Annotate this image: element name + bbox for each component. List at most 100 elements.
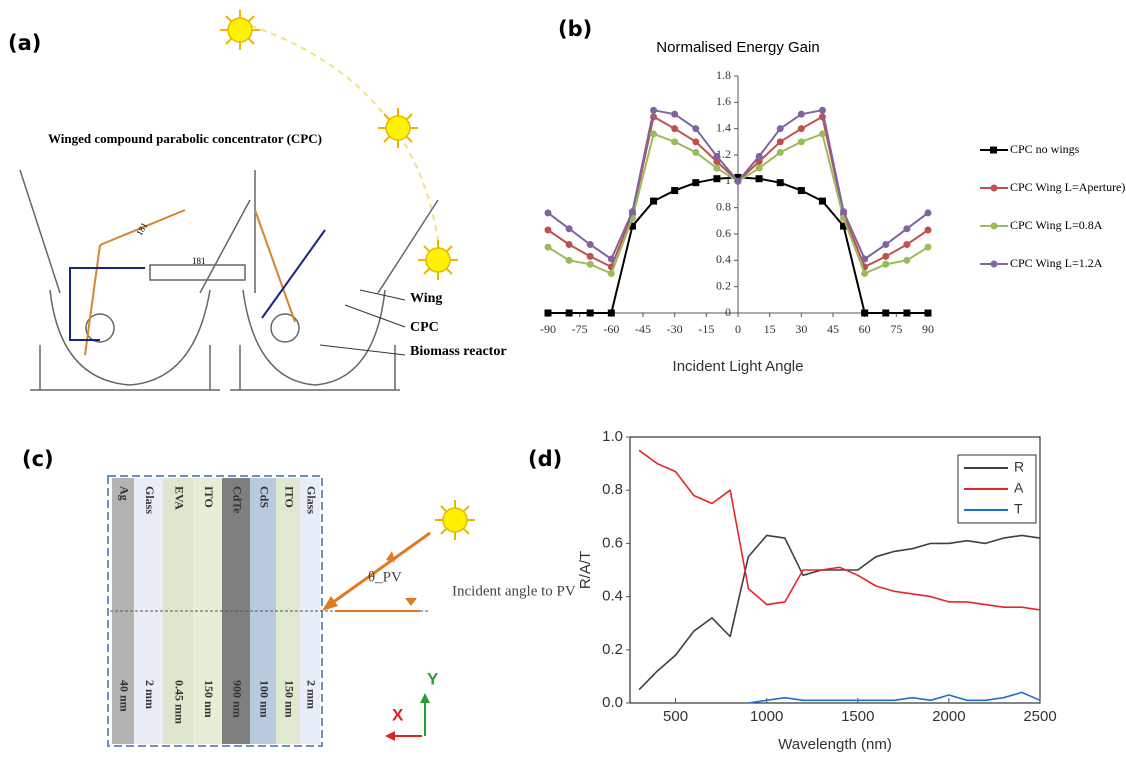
marker	[629, 208, 636, 215]
layer-name: Glass	[143, 486, 157, 514]
legend-label: T	[1014, 501, 1023, 517]
marker	[735, 178, 742, 185]
figure: (a) (b) (c) (d) Winged compound paraboli…	[0, 0, 1126, 765]
y-tick-label: 0.2	[602, 641, 623, 658]
marker	[903, 241, 910, 248]
legend-marker	[991, 185, 998, 192]
marker	[713, 175, 720, 182]
layer-thickness: 40 nm	[117, 680, 131, 712]
layer-name: EVA	[172, 486, 186, 510]
y-tick-label: 1.8	[716, 68, 731, 82]
legend-label: CPC Wing L=0.8A	[1010, 218, 1103, 232]
axis-letter: Y	[427, 669, 439, 688]
layer-name: ITO	[282, 486, 296, 508]
layer-name: ITO	[202, 486, 216, 508]
x-tick-label: -30	[667, 322, 683, 336]
layer-thickness: 150 nm	[202, 680, 216, 718]
layer-name: Ag	[117, 486, 131, 501]
marker	[566, 310, 573, 317]
marker	[587, 253, 594, 260]
legend-marker	[991, 223, 998, 230]
marker	[756, 175, 763, 182]
marker	[840, 208, 847, 215]
chart: 00.20.40.60.811.21.41.61.8-90-75-60-45-3…	[540, 39, 1125, 375]
marker	[650, 107, 657, 114]
series-line	[748, 692, 1040, 703]
marker	[608, 310, 615, 317]
marker	[608, 256, 615, 263]
marker	[777, 138, 784, 145]
marker	[545, 209, 552, 216]
marker	[925, 209, 932, 216]
x-axis-label: Incident Light Angle	[673, 358, 804, 375]
layer-thickness: 100 nm	[257, 680, 271, 718]
panel-label: (d)	[528, 447, 562, 471]
page: {"panel_labels": ["(a)", "(b)", "(c)", "…	[0, 0, 1126, 765]
marker	[777, 125, 784, 132]
callout: Wing	[410, 291, 442, 306]
legend-label: CPC Wing L=Aperture)	[1010, 180, 1125, 194]
marker	[861, 310, 868, 317]
marker	[671, 138, 678, 145]
marker	[692, 138, 699, 145]
marker	[882, 310, 889, 317]
marker	[671, 187, 678, 194]
x-tick-label: 1000	[750, 708, 783, 725]
series-line	[639, 535, 1040, 689]
marker	[608, 270, 615, 277]
x-axis-label: Wavelength (nm)	[778, 736, 892, 753]
marker	[798, 125, 805, 132]
layer-thickness: 0.45 mm	[172, 680, 186, 724]
marker	[798, 111, 805, 118]
marker	[861, 270, 868, 277]
marker	[713, 165, 720, 172]
marker	[925, 310, 932, 317]
marker	[566, 257, 573, 264]
x-tick-label: 15	[764, 322, 776, 336]
x-tick-label: 2500	[1023, 708, 1056, 725]
x-tick-label: -90	[540, 322, 556, 336]
marker	[798, 187, 805, 194]
cpc-diagram: Winged compound parabolic concentrator (…	[20, 10, 507, 390]
legend-label: CPC Wing L=1.2A	[1010, 256, 1103, 270]
y-tick-label: 1.0	[602, 428, 623, 445]
marker	[777, 149, 784, 156]
angle-symbol: θ_PV	[368, 569, 402, 585]
y-axis-label: R/A/T	[577, 551, 594, 589]
callout: CPC	[410, 320, 439, 335]
marker	[545, 244, 552, 251]
x-tick-label: 500	[663, 708, 688, 725]
x-tick-label: -15	[698, 322, 714, 336]
marker	[566, 225, 573, 232]
x-tick-label: 2000	[932, 708, 965, 725]
marker	[692, 179, 699, 186]
marker	[777, 179, 784, 186]
y-tick-label: 0.6	[602, 534, 623, 551]
y-tick-label: 0.4	[716, 252, 731, 266]
marker	[882, 261, 889, 268]
y-tick-label: 1.4	[716, 120, 731, 134]
marker	[798, 138, 805, 145]
marker	[925, 244, 932, 251]
y-tick-label: 0.8	[716, 199, 731, 213]
x-tick-label: 0	[735, 322, 741, 336]
marker	[903, 225, 910, 232]
marker	[882, 241, 889, 248]
y-tick-label: 0.6	[716, 226, 731, 240]
x-tick-label: 75	[890, 322, 902, 336]
x-tick-label: 60	[859, 322, 871, 336]
x-tick-label: 90	[922, 322, 934, 336]
y-tick-label: 0.0	[602, 694, 623, 711]
y-tick-label: 0.4	[602, 588, 623, 605]
x-tick-label: -60	[603, 322, 619, 336]
marker	[671, 111, 678, 118]
legend-marker	[991, 261, 998, 268]
marker	[925, 227, 932, 234]
marker	[819, 107, 826, 114]
marker	[819, 130, 826, 137]
marker	[756, 165, 763, 172]
panel-label: (a)	[8, 31, 41, 55]
marker	[566, 241, 573, 248]
marker	[692, 125, 699, 132]
dimension: 181	[134, 221, 149, 238]
